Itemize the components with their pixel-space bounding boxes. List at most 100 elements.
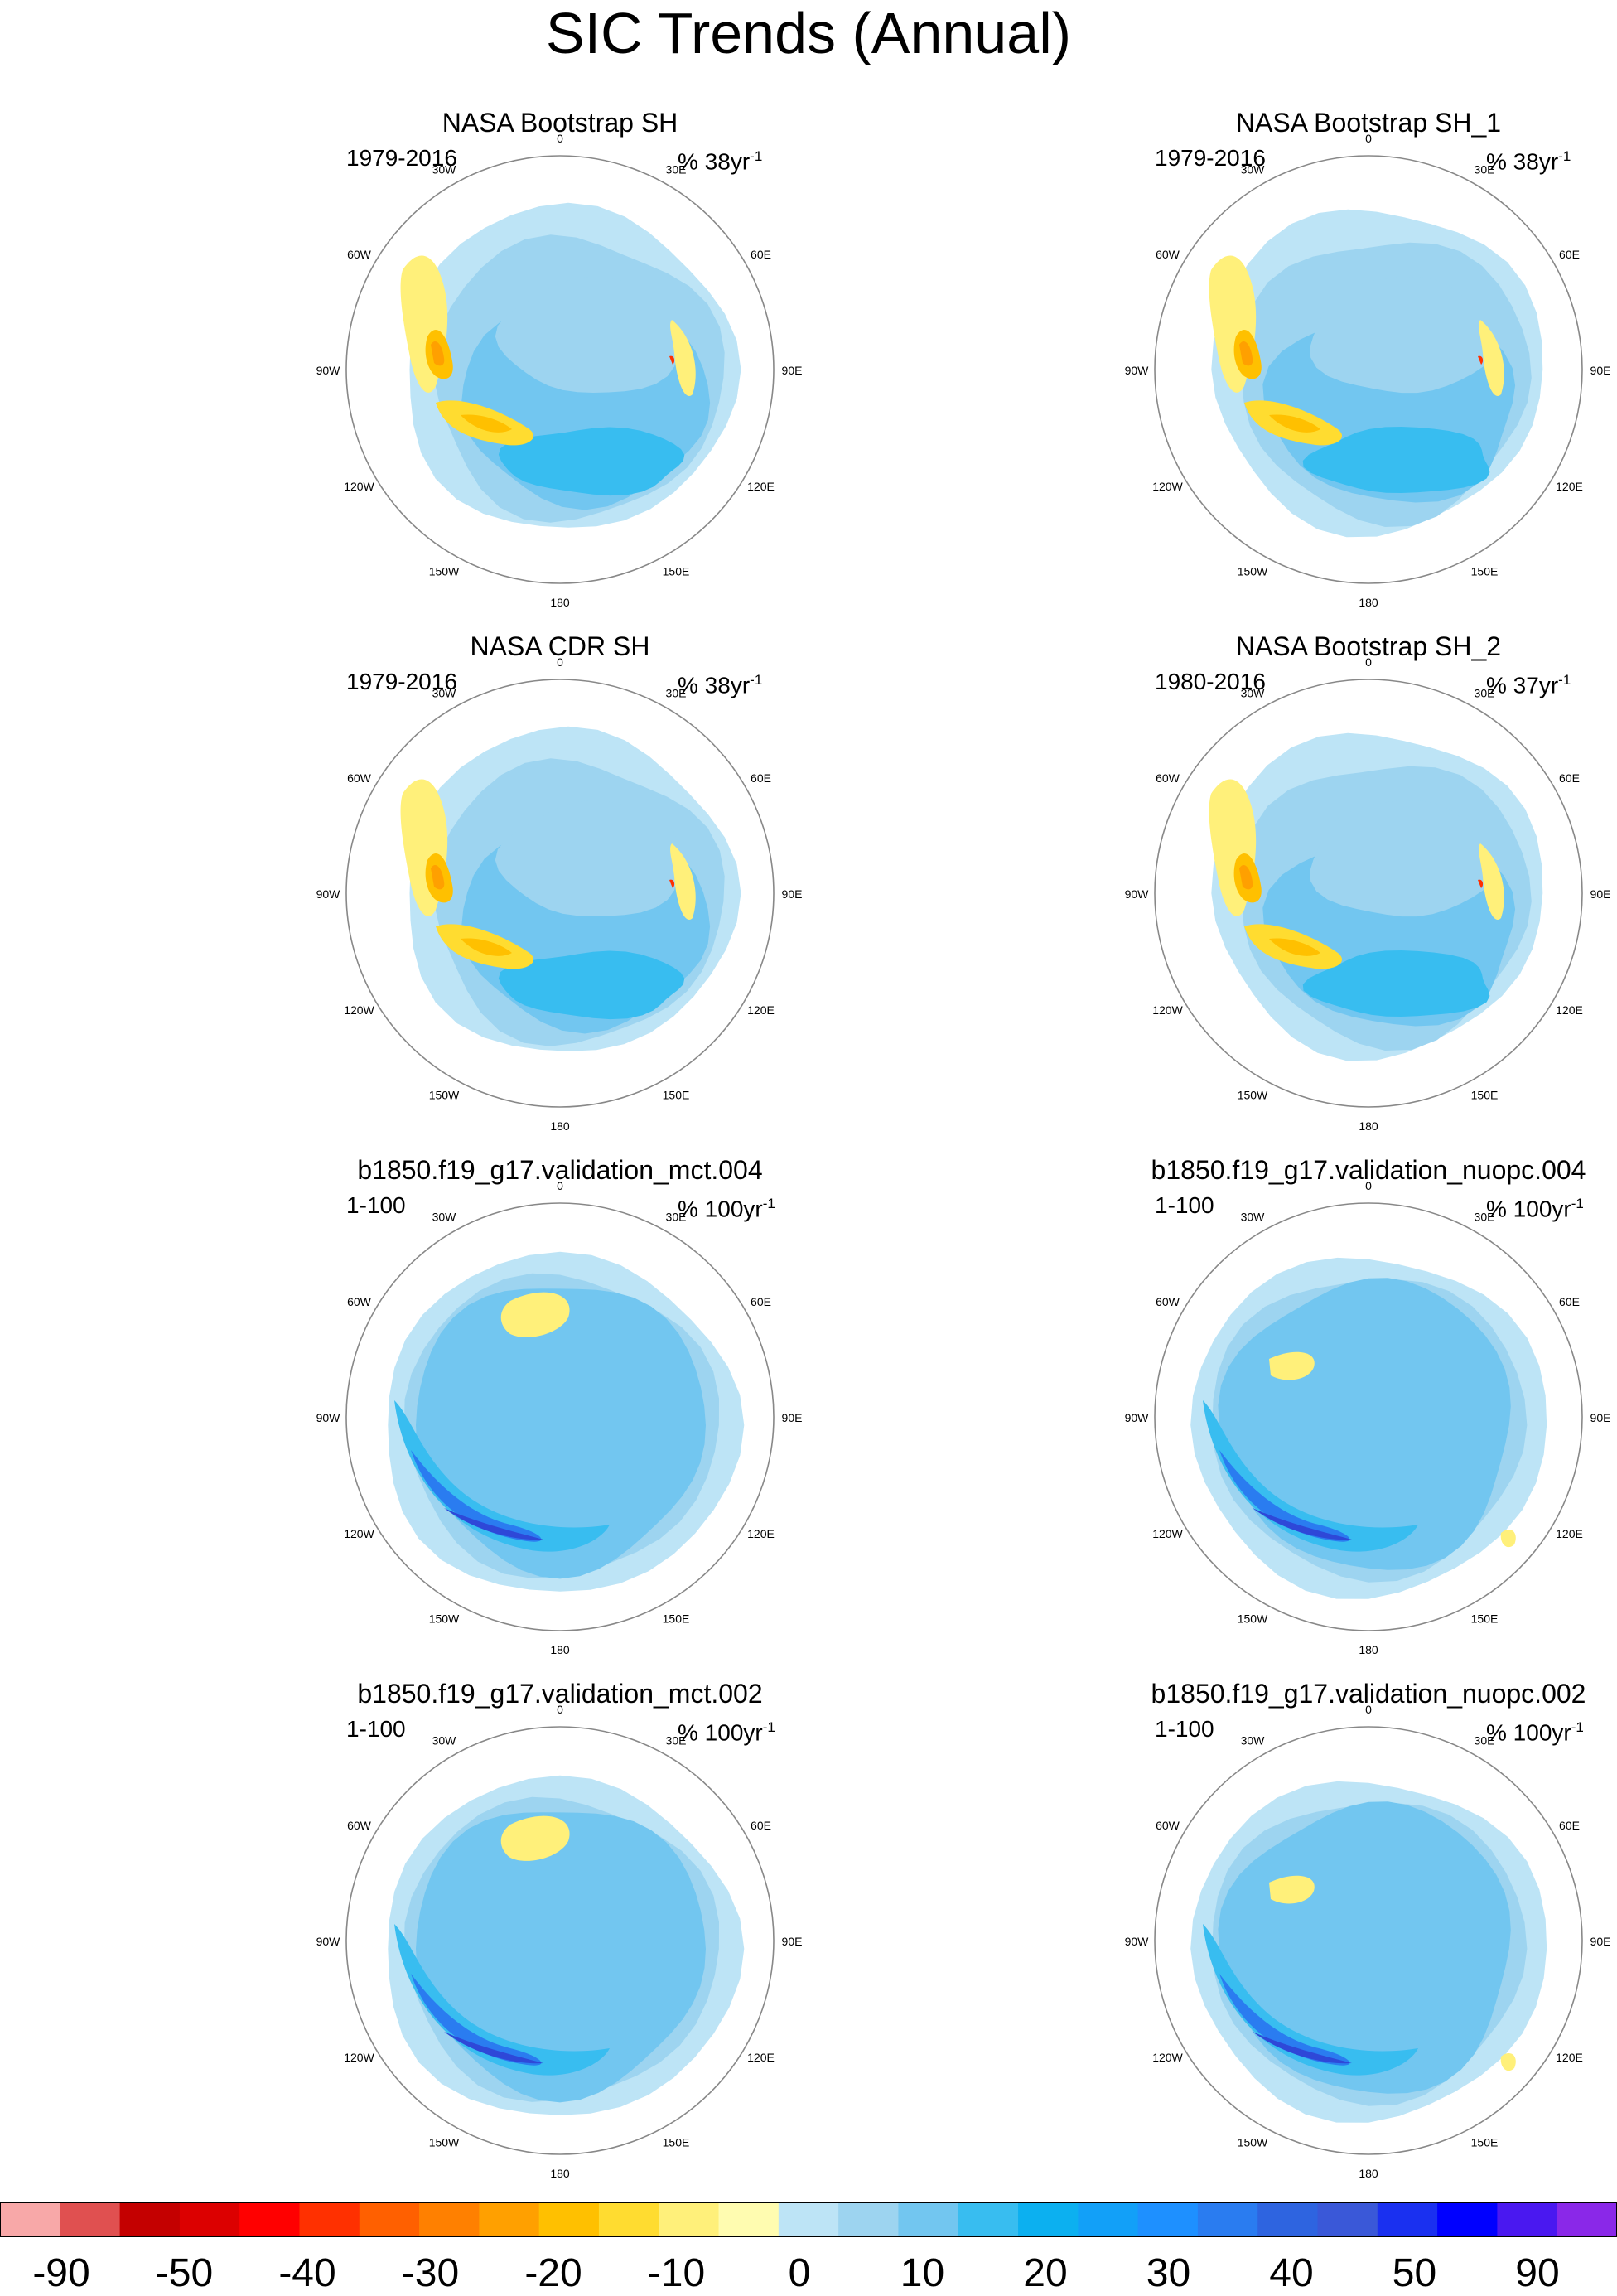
panel-title: NASA CDR SH	[470, 631, 650, 661]
longitude-label: 0	[1365, 1179, 1372, 1192]
longitude-label: 150W	[429, 1089, 460, 1102]
longitude-label: 150W	[1238, 565, 1268, 578]
longitude-label: 180	[550, 2167, 570, 2180]
ice-trend-positive	[1302, 950, 1490, 1017]
longitude-label: 150E	[1471, 1612, 1499, 1626]
panel-period: 1980-2016	[1155, 669, 1266, 694]
longitude-label: 120E	[1556, 1527, 1583, 1540]
longitude-label: 120E	[747, 480, 775, 493]
longitude-label: 120E	[1556, 480, 1583, 493]
ice-trend-negative	[1269, 1351, 1315, 1380]
panel-title: b1850.f19_g17.validation_nuopc.004	[1151, 1155, 1586, 1185]
colorbar-box	[1377, 2202, 1438, 2237]
longitude-label: 90E	[782, 1411, 803, 1424]
longitude-label: 150W	[1238, 1089, 1268, 1102]
panel-period: 1979-2016	[346, 669, 457, 694]
ice-trend-positive	[495, 800, 678, 916]
panel-title: b1850.f19_g17.validation_mct.002	[357, 1679, 763, 1709]
panel-period: 1-100	[1155, 1192, 1214, 1218]
longitude-label: 150E	[1471, 2136, 1499, 2149]
colorbar-box	[1257, 2202, 1319, 2237]
south-america-tip	[1155, 1337, 1191, 1370]
ice-trend-negative	[1478, 355, 1484, 365]
south-america-tip	[346, 813, 383, 846]
map-boundary	[1154, 155, 1583, 584]
panel-unit-exponent: -1	[750, 148, 763, 164]
longitude-label: 120W	[344, 480, 374, 493]
longitude-label: 90W	[1125, 364, 1150, 377]
ice-trend-positive	[1203, 1400, 1418, 1552]
south-america-tip	[346, 1337, 383, 1370]
longitude-label: 120W	[344, 1527, 374, 1540]
longitude-label: 30W	[432, 1211, 457, 1224]
panel-unit-exponent: -1	[1571, 1196, 1584, 1211]
colorbar-box	[1317, 2202, 1378, 2237]
colorbar-boxes	[0, 2202, 1617, 2237]
colorbar-box	[538, 2202, 600, 2237]
panel-unit-text: % 100yr	[678, 1196, 763, 1222]
longitude-label: 90W	[1125, 887, 1150, 901]
ice-trend-negative	[431, 341, 445, 366]
colorbar-box	[838, 2202, 899, 2237]
ice-trend-negative	[1500, 1529, 1516, 1548]
longitude-label: 150E	[1471, 565, 1499, 578]
longitude-label: 150W	[429, 565, 460, 578]
longitude-label: 30E	[666, 1211, 687, 1224]
longitude-label: 120E	[747, 2051, 775, 2064]
sea-ice-trend-field	[1190, 1781, 1547, 2123]
longitude-label: 150E	[663, 1089, 690, 1102]
panel-title: NASA Bootstrap SH_1	[1235, 108, 1502, 138]
map-boundary	[345, 1726, 775, 2155]
panel-unit-text: % 37yr	[1486, 672, 1559, 698]
longitude-label: 150E	[1471, 1089, 1499, 1102]
polar-map: 0 30E 60E 90E 120E 150E 180 150W 120W 90W 60W 30W	[1125, 655, 1611, 1133]
colorbar-box	[0, 2202, 60, 2237]
longitude-label: 150E	[663, 2136, 690, 2149]
ice-trend-negative	[670, 843, 696, 920]
ice-trend-negative	[500, 1815, 570, 1861]
longitude-label: 60E	[1559, 771, 1580, 785]
panel-period: 1979-2016	[346, 145, 457, 171]
panel-unit-text: % 100yr	[1486, 1719, 1571, 1746]
longitude-label: 90E	[782, 364, 803, 377]
longitude-label: 120W	[1152, 2051, 1183, 2064]
panel-unit-exponent: -1	[762, 1719, 775, 1735]
longitude-label: 120E	[1556, 2051, 1583, 2064]
longitude-label: 60E	[1559, 1295, 1580, 1308]
colorbar-box	[359, 2202, 420, 2237]
map-panel: NASA Bootstrap SH_1 1979-2016 % 38yr-1 0 30E…	[808, 106, 1617, 630]
longitude-label: 180	[1359, 596, 1378, 609]
longitude-label: 30E	[1475, 687, 1495, 700]
panel-unit-text: % 38yr	[1486, 148, 1559, 175]
longitude-label: 90W	[1125, 1411, 1150, 1424]
panel-unit-exponent: -1	[1558, 148, 1571, 164]
sea-ice-trend-field	[400, 726, 741, 1051]
ice-trend-negative	[431, 864, 445, 890]
colorbar-label: 90	[1515, 2251, 1560, 2295]
ice-trend-negative	[1479, 843, 1504, 920]
longitude-label: 30E	[666, 687, 687, 700]
south-america-tip	[1155, 813, 1191, 846]
polar-map: 0 30E 60E 90E 120E 150E 180 150W 120W 90W 60W 30W	[316, 1703, 803, 2180]
colorbar-label: 50	[1392, 2251, 1437, 2295]
colorbar-box	[898, 2202, 959, 2237]
panel-unit: % 38yr-1	[678, 143, 762, 176]
colorbar-box	[479, 2202, 540, 2237]
ice-trend-positive	[1302, 427, 1490, 493]
colorbar-box	[239, 2202, 300, 2237]
ice-trend-positive	[495, 277, 678, 393]
panel-title: NASA Bootstrap SH	[442, 108, 678, 138]
colorbar: -90 -50 -40 -30 -20 -10 0 10 20 30 40 50 90	[0, 2202, 1617, 2296]
map-panel: b1850.f19_g17.validation_nuopc.002 1-100%…	[808, 1677, 1617, 2201]
ice-trend-negative	[1500, 2052, 1516, 2071]
panel-unit: % 38yr-1	[1486, 143, 1571, 176]
longitude-label: 0	[557, 655, 563, 669]
ice-trend-negative	[461, 938, 512, 956]
longitude-label: 120E	[747, 1527, 775, 1540]
longitude-label: 90E	[1590, 1411, 1611, 1424]
longitude-label: 90E	[782, 887, 803, 901]
sea-ice-trend-field	[1190, 1257, 1547, 1599]
longitude-label: 30W	[1241, 163, 1266, 176]
colorbar-box	[60, 2202, 121, 2237]
panel-unit: % 100yr-1	[1486, 1714, 1584, 1747]
